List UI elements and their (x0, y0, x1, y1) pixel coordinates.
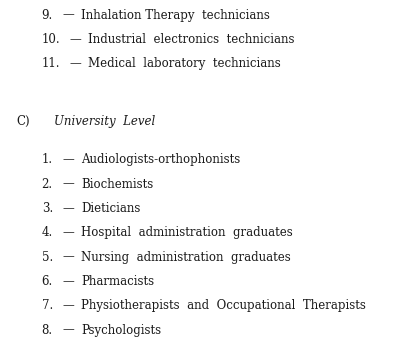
Text: Psychologists: Psychologists (81, 323, 162, 337)
Text: 11.: 11. (42, 57, 60, 70)
Text: 10.: 10. (42, 33, 60, 46)
Text: 1.: 1. (42, 153, 53, 166)
Text: 4.: 4. (42, 226, 53, 239)
Text: University  Level: University Level (54, 115, 155, 128)
Text: —: — (63, 226, 75, 239)
Text: Pharmacists: Pharmacists (81, 275, 154, 288)
Text: 6.: 6. (42, 275, 53, 288)
Text: —: — (63, 275, 75, 288)
Text: —: — (63, 323, 75, 337)
Text: Biochemists: Biochemists (81, 177, 154, 191)
Text: 8.: 8. (42, 323, 53, 337)
Text: —: — (63, 202, 75, 215)
Text: —: — (63, 299, 75, 312)
Text: 9.: 9. (42, 8, 53, 22)
Text: 2.: 2. (42, 177, 53, 191)
Text: Physiotherapists  and  Occupational  Therapists: Physiotherapists and Occupational Therap… (81, 299, 366, 312)
Text: Industrial  electronics  technicians: Industrial electronics technicians (88, 33, 295, 46)
Text: 7.: 7. (42, 299, 53, 312)
Text: —: — (69, 33, 81, 46)
Text: 3.: 3. (42, 202, 53, 215)
Text: —: — (63, 8, 75, 22)
Text: Medical  laboratory  technicians: Medical laboratory technicians (88, 57, 281, 70)
Text: Hospital  administration  graduates: Hospital administration graduates (81, 226, 293, 239)
Text: —: — (63, 250, 75, 264)
Text: Dieticians: Dieticians (81, 202, 141, 215)
Text: C): C) (16, 115, 29, 128)
Text: Inhalation Therapy  technicians: Inhalation Therapy technicians (81, 8, 270, 22)
Text: 5.: 5. (42, 250, 53, 264)
Text: —: — (69, 57, 81, 70)
Text: Audiologists-orthophonists: Audiologists-orthophonists (81, 153, 241, 166)
Text: Nursing  administration  graduates: Nursing administration graduates (81, 250, 291, 264)
Text: —: — (63, 153, 75, 166)
Text: —: — (63, 177, 75, 191)
